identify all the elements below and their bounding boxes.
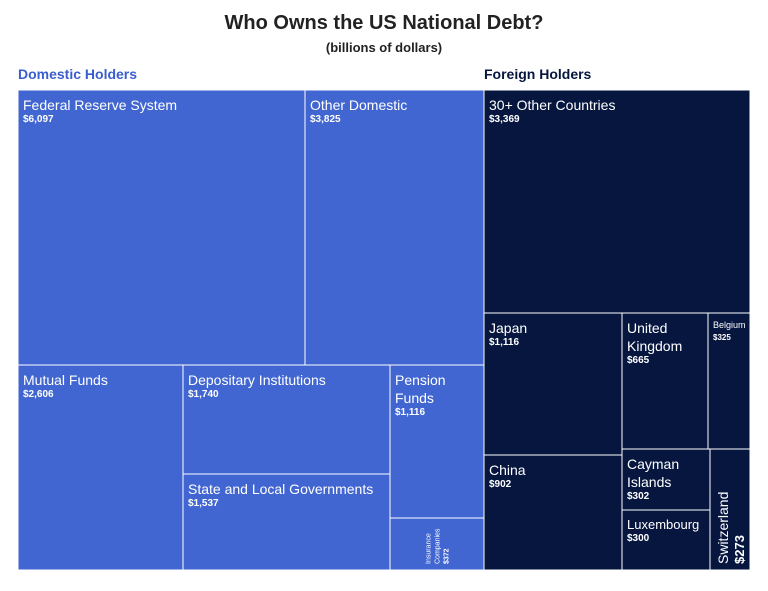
tile-label-pension-funds: Pension Funds bbox=[395, 372, 446, 406]
tile-value-mutual-funds: $2,606 bbox=[23, 389, 54, 400]
tile-value-china: $902 bbox=[489, 479, 512, 490]
tile-value-belgium: $325 bbox=[713, 333, 731, 342]
tile-pension-funds bbox=[389, 364, 485, 519]
tile-value-united-kingdom: $665 bbox=[627, 355, 650, 366]
tile-china bbox=[483, 454, 623, 571]
tile-other-domestic bbox=[304, 89, 485, 366]
tile-federal-reserve-system bbox=[17, 89, 306, 366]
tile-label-mutual-funds: Mutual Funds bbox=[23, 372, 108, 388]
tile-switzerland bbox=[709, 448, 751, 571]
tile-belgium bbox=[707, 312, 751, 450]
tile-value-depositary-institutions: $1,740 bbox=[188, 389, 219, 400]
tile-label-federal-reserve-system: Federal Reserve System bbox=[23, 97, 177, 113]
tile-label-insurance-companies: Insurance Companies bbox=[426, 528, 442, 564]
tile-label-united-kingdom: United Kingdom bbox=[627, 320, 682, 354]
tile-value-luxembourg: $300 bbox=[627, 533, 650, 544]
tile-value-federal-reserve-system: $6,097 bbox=[23, 114, 54, 125]
tile-label-belgium: Belgium bbox=[713, 320, 746, 330]
tile-mutual-funds bbox=[17, 364, 184, 571]
tile-insurance-companies bbox=[389, 517, 485, 571]
tile-label-other-domestic: Other Domestic bbox=[310, 97, 407, 113]
tile-value-insurance-companies: $372 bbox=[444, 548, 451, 564]
tile-value-pension-funds: $1,116 bbox=[395, 407, 425, 418]
tile-value-other-domestic: $3,825 bbox=[310, 114, 341, 125]
group-label-domestic: Domestic Holders bbox=[18, 66, 138, 82]
tile-label-30-other-countries: 30+ Other Countries bbox=[489, 97, 615, 113]
tile-united-kingdom bbox=[621, 312, 709, 450]
tile-value-cayman-islands: $302 bbox=[627, 491, 650, 502]
tile-depositary-institutions bbox=[182, 364, 391, 475]
tile-label-japan: Japan bbox=[489, 320, 527, 336]
tile-label-luxembourg: Luxembourg bbox=[627, 517, 699, 532]
tile-label-state-and-local-governments: State and Local Governments bbox=[188, 481, 373, 497]
tile-label-depositary-institutions: Depositary Institutions bbox=[188, 372, 326, 388]
tile-japan bbox=[483, 312, 623, 456]
chart-title: Who Owns the US National Debt? bbox=[224, 12, 544, 34]
tile-label-cayman-islands: Cayman Islands bbox=[627, 456, 679, 490]
tile-value-switzerland: $273 bbox=[732, 535, 747, 564]
tile-value-30-other-countries: $3,369 bbox=[489, 114, 520, 125]
tile-cayman-islands bbox=[621, 448, 711, 511]
tile-30-other-countries bbox=[483, 89, 751, 314]
tile-state-and-local-governments bbox=[182, 473, 391, 571]
chart-subtitle: (billions of dollars) bbox=[325, 40, 443, 55]
tile-value-japan: $1,116 bbox=[489, 337, 519, 348]
tile-label-switzerland: Switzerland bbox=[715, 492, 731, 564]
tile-label-china: China bbox=[489, 462, 526, 478]
group-label-foreign: Foreign Holders bbox=[484, 66, 592, 82]
tile-value-state-and-local-governments: $1,537 bbox=[188, 498, 219, 509]
